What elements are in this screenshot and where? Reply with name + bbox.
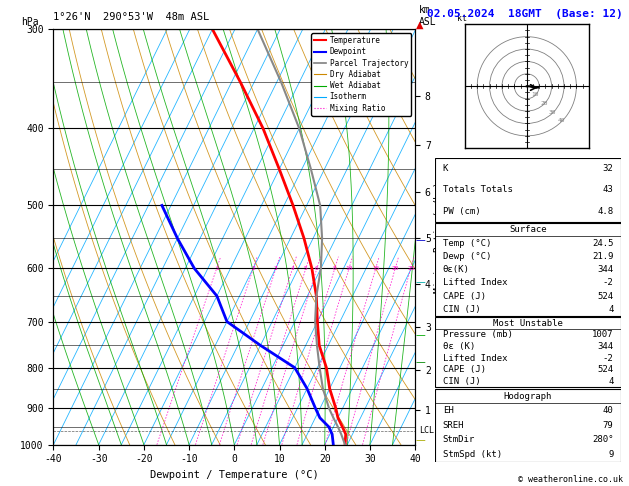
Text: 4: 4 — [291, 266, 294, 271]
Text: 524: 524 — [598, 365, 613, 374]
Text: 10: 10 — [532, 92, 539, 97]
Text: StmDir: StmDir — [443, 435, 475, 444]
Text: θε(K): θε(K) — [443, 265, 470, 274]
Text: LCL: LCL — [419, 426, 434, 435]
Text: —: — — [415, 330, 425, 340]
Text: km
ASL: km ASL — [419, 5, 437, 27]
Text: 3: 3 — [274, 266, 278, 271]
Text: 40: 40 — [558, 119, 565, 123]
Text: 30: 30 — [549, 110, 557, 115]
Text: Hodograph: Hodograph — [504, 392, 552, 400]
Text: —: — — [415, 435, 425, 445]
Y-axis label: Mixing Ratio (g/kg): Mixing Ratio (g/kg) — [433, 181, 443, 293]
Text: PW (cm): PW (cm) — [443, 207, 481, 216]
Text: CIN (J): CIN (J) — [443, 377, 481, 386]
Text: 2: 2 — [252, 266, 255, 271]
Text: K: K — [443, 164, 448, 173]
Text: hPa: hPa — [21, 17, 38, 27]
Text: Lifted Index: Lifted Index — [443, 278, 507, 287]
Text: 10: 10 — [345, 266, 353, 271]
Text: —: — — [415, 236, 425, 245]
Text: -2: -2 — [603, 278, 613, 287]
Text: CAPE (J): CAPE (J) — [443, 365, 486, 374]
Text: 9: 9 — [608, 450, 613, 459]
Text: Temp (°C): Temp (°C) — [443, 239, 491, 247]
Legend: Temperature, Dewpoint, Parcel Trajectory, Dry Adiabat, Wet Adiabat, Isotherm, Mi: Temperature, Dewpoint, Parcel Trajectory… — [311, 33, 411, 116]
Text: -2: -2 — [603, 354, 613, 363]
Text: 20: 20 — [540, 101, 548, 106]
Bar — [435, 158, 621, 222]
Text: 1007: 1007 — [592, 330, 613, 339]
Text: 79: 79 — [603, 421, 613, 430]
Text: StmSpd (kt): StmSpd (kt) — [443, 450, 502, 459]
Text: 32: 32 — [603, 164, 613, 173]
Text: CAPE (J): CAPE (J) — [443, 292, 486, 300]
Text: 43: 43 — [603, 185, 613, 194]
Text: Lifted Index: Lifted Index — [443, 354, 507, 363]
X-axis label: Dewpoint / Temperature (°C): Dewpoint / Temperature (°C) — [150, 470, 319, 480]
Text: 4: 4 — [608, 305, 613, 314]
Text: ▲: ▲ — [416, 19, 424, 29]
Text: 280°: 280° — [592, 435, 613, 444]
Text: 4.8: 4.8 — [598, 207, 613, 216]
Text: 02.05.2024  18GMT  (Base: 12): 02.05.2024 18GMT (Base: 12) — [427, 9, 623, 19]
Text: Pressure (mb): Pressure (mb) — [443, 330, 513, 339]
Text: Surface: Surface — [509, 226, 547, 234]
Text: kt: kt — [457, 14, 467, 22]
Text: Dewp (°C): Dewp (°C) — [443, 252, 491, 261]
Text: 25: 25 — [407, 266, 415, 271]
Bar — [435, 389, 621, 462]
Text: Most Unstable: Most Unstable — [493, 319, 563, 328]
Text: 524: 524 — [598, 292, 613, 300]
Text: 344: 344 — [598, 342, 613, 351]
Text: Totals Totals: Totals Totals — [443, 185, 513, 194]
Text: 24.5: 24.5 — [592, 239, 613, 247]
Text: 20: 20 — [391, 266, 399, 271]
Text: SREH: SREH — [443, 421, 464, 430]
Text: CIN (J): CIN (J) — [443, 305, 481, 314]
Text: 40: 40 — [603, 406, 613, 415]
Text: 1°26'N  290°53'W  48m ASL: 1°26'N 290°53'W 48m ASL — [53, 12, 209, 22]
Text: —: — — [415, 357, 425, 367]
Text: 6: 6 — [315, 266, 319, 271]
Text: 21.9: 21.9 — [592, 252, 613, 261]
Text: 15: 15 — [372, 266, 379, 271]
Text: 4: 4 — [608, 377, 613, 386]
Text: —: — — [415, 277, 425, 287]
Text: 8: 8 — [333, 266, 337, 271]
Text: 344: 344 — [598, 265, 613, 274]
Text: 1: 1 — [215, 266, 218, 271]
Text: EH: EH — [443, 406, 454, 415]
Bar — [435, 223, 621, 316]
Text: θε (K): θε (K) — [443, 342, 475, 351]
Bar — [435, 317, 621, 387]
Text: 5: 5 — [304, 266, 308, 271]
Text: © weatheronline.co.uk: © weatheronline.co.uk — [518, 474, 623, 484]
